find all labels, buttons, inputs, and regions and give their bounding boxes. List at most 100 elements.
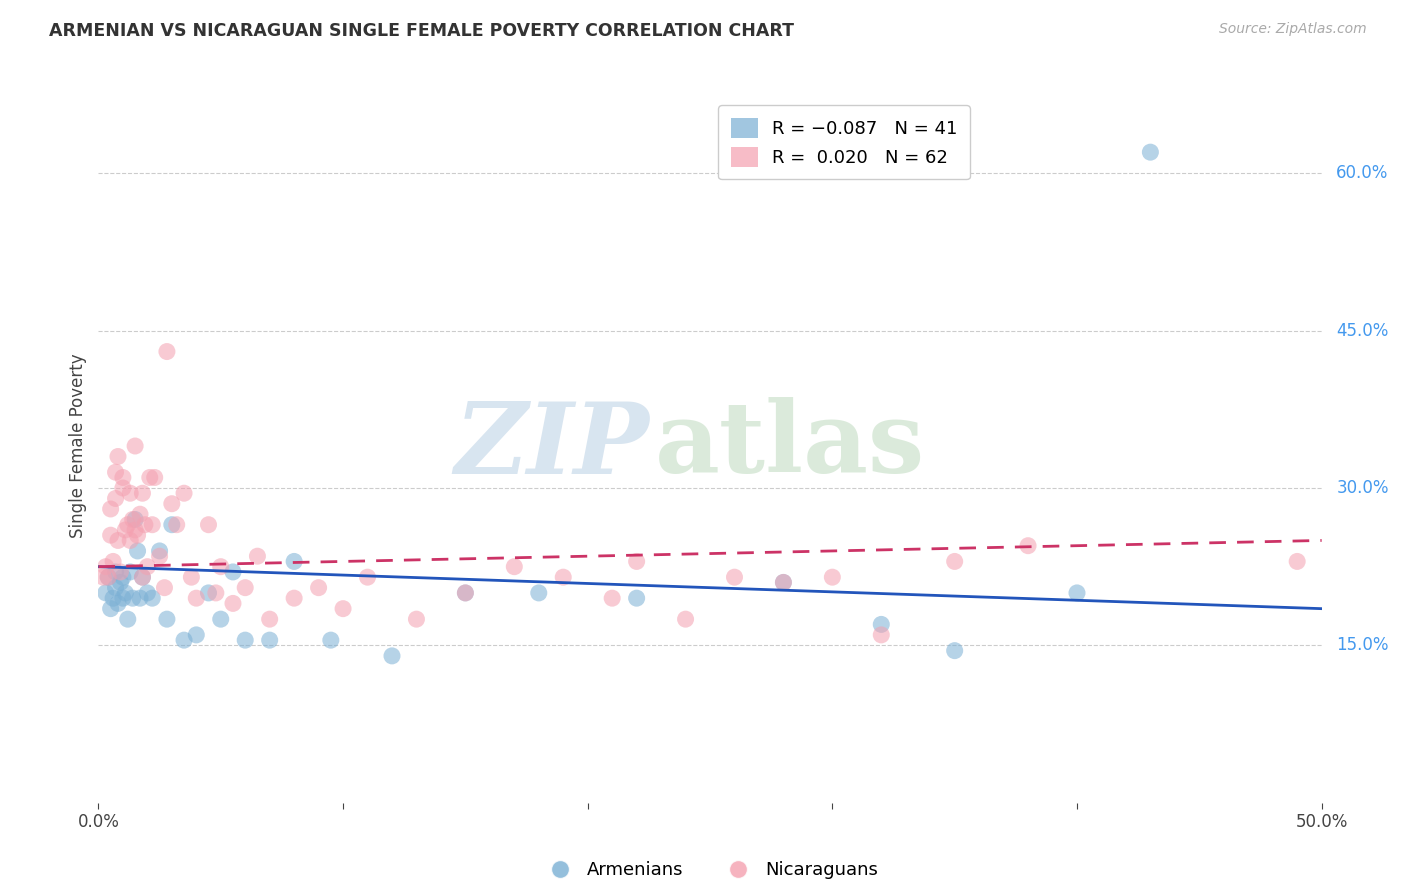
- Point: [101, 554, 124, 568]
- Point: [110, 565, 132, 579]
- Point: [186, 628, 208, 642]
- Text: 45.0%: 45.0%: [1336, 321, 1389, 340]
- Point: [120, 565, 142, 579]
- Point: [104, 465, 127, 479]
- Point: [104, 491, 127, 506]
- Point: [283, 591, 305, 606]
- Point: [870, 617, 893, 632]
- Point: [120, 486, 142, 500]
- Point: [527, 586, 550, 600]
- Point: [553, 570, 575, 584]
- Point: [100, 528, 122, 542]
- Point: [117, 612, 139, 626]
- Point: [120, 533, 142, 548]
- Point: [134, 517, 156, 532]
- Y-axis label: Single Female Poverty: Single Female Poverty: [69, 354, 87, 538]
- Point: [319, 633, 342, 648]
- Point: [186, 591, 208, 606]
- Text: 60.0%: 60.0%: [1336, 164, 1389, 182]
- Point: [111, 470, 134, 484]
- Point: [141, 517, 163, 532]
- Point: [626, 554, 648, 568]
- Point: [156, 344, 179, 359]
- Point: [259, 633, 281, 648]
- Point: [723, 570, 745, 584]
- Point: [121, 512, 143, 526]
- Point: [205, 586, 228, 600]
- Point: [283, 554, 305, 568]
- Legend: Armenians, Nicaraguans: Armenians, Nicaraguans: [534, 855, 886, 887]
- Point: [1286, 554, 1309, 568]
- Point: [143, 470, 166, 484]
- Text: 30.0%: 30.0%: [1336, 479, 1389, 497]
- Point: [246, 549, 269, 564]
- Point: [943, 554, 966, 568]
- Point: [149, 549, 172, 564]
- Point: [107, 450, 129, 464]
- Point: [209, 612, 232, 626]
- Point: [104, 565, 127, 579]
- Point: [101, 591, 124, 606]
- Point: [141, 591, 163, 606]
- Text: ARMENIAN VS NICARAGUAN SINGLE FEMALE POVERTY CORRELATION CHART: ARMENIAN VS NICARAGUAN SINGLE FEMALE POV…: [49, 22, 794, 40]
- Point: [149, 544, 172, 558]
- Point: [943, 643, 966, 657]
- Point: [356, 570, 378, 584]
- Point: [160, 517, 183, 532]
- Point: [97, 570, 120, 584]
- Text: ZIP: ZIP: [454, 398, 648, 494]
- Point: [405, 612, 427, 626]
- Text: atlas: atlas: [655, 398, 925, 494]
- Point: [111, 570, 134, 584]
- Point: [97, 570, 120, 584]
- Point: [173, 486, 195, 500]
- Point: [772, 575, 794, 590]
- Point: [308, 581, 330, 595]
- Point: [233, 633, 256, 648]
- Point: [626, 591, 648, 606]
- Point: [675, 612, 697, 626]
- Point: [222, 565, 245, 579]
- Point: [454, 586, 477, 600]
- Point: [129, 591, 152, 606]
- Point: [131, 486, 153, 500]
- Point: [124, 439, 146, 453]
- Point: [131, 570, 153, 584]
- Point: [259, 612, 281, 626]
- Text: 15.0%: 15.0%: [1336, 636, 1389, 655]
- Point: [94, 586, 117, 600]
- Point: [127, 528, 149, 542]
- Point: [100, 601, 122, 615]
- Point: [107, 596, 129, 610]
- Point: [772, 575, 794, 590]
- Point: [94, 559, 117, 574]
- Point: [197, 586, 219, 600]
- Point: [114, 586, 136, 600]
- Point: [600, 591, 623, 606]
- Point: [1066, 586, 1088, 600]
- Point: [173, 633, 195, 648]
- Point: [197, 517, 219, 532]
- Point: [503, 559, 526, 574]
- Point: [209, 559, 232, 574]
- Point: [136, 559, 159, 574]
- Point: [111, 591, 134, 606]
- Point: [166, 517, 188, 532]
- Point: [91, 570, 114, 584]
- Point: [139, 470, 162, 484]
- Point: [121, 591, 143, 606]
- Point: [454, 586, 477, 600]
- Point: [870, 628, 893, 642]
- Point: [381, 648, 404, 663]
- Point: [107, 533, 129, 548]
- Point: [1139, 145, 1161, 160]
- Point: [114, 523, 136, 537]
- Point: [124, 512, 146, 526]
- Point: [100, 502, 122, 516]
- Point: [153, 581, 176, 595]
- Point: [117, 517, 139, 532]
- Point: [222, 596, 245, 610]
- Point: [160, 497, 183, 511]
- Point: [136, 586, 159, 600]
- Point: [233, 581, 256, 595]
